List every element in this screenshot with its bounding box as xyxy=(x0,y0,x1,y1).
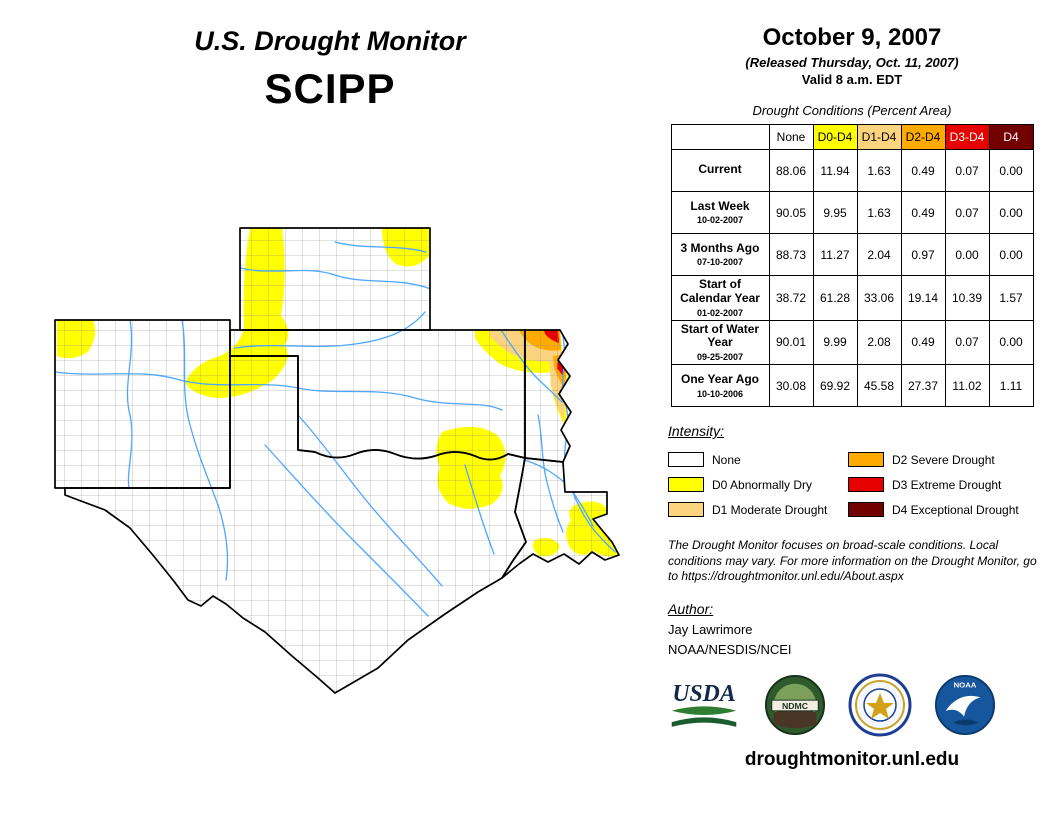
cell-value: 38.72 xyxy=(768,275,814,321)
col-header-d3-d4: D3-D4 xyxy=(944,124,990,150)
date-block: October 9, 2007 (Released Thursday, Oct.… xyxy=(662,24,1042,87)
svg-text:USDA: USDA xyxy=(672,681,735,707)
cell-value: 0.00 xyxy=(944,233,990,276)
d2-swatch xyxy=(848,452,884,468)
svg-text:NDMC: NDMC xyxy=(782,701,809,711)
col-header-none: None xyxy=(768,124,814,150)
cell-value: 0.49 xyxy=(900,319,946,366)
svg-text:NOAA: NOAA xyxy=(954,681,977,690)
cell-value: 0.00 xyxy=(988,149,1034,192)
cell-value: 2.08 xyxy=(856,319,902,366)
table-row: Current 88.06 11.94 1.63 0.49 0.07 0.00 xyxy=(670,149,1034,192)
commerce-seal-logo xyxy=(848,673,912,737)
cell-value: 19.14 xyxy=(900,275,946,321)
usda-logo: USDA xyxy=(671,681,737,727)
cell-value: 11.94 xyxy=(812,149,858,192)
right-column: October 9, 2007 (Released Thursday, Oct.… xyxy=(662,24,1042,771)
cell-value: 0.00 xyxy=(988,319,1034,366)
page-title: U.S. Drought Monitor xyxy=(194,26,466,56)
cell-value: 0.07 xyxy=(944,319,990,366)
cell-value: 0.97 xyxy=(900,233,946,276)
row-label: Start of Calendar Year 01-02-2007 xyxy=(670,275,770,321)
cell-value: 9.95 xyxy=(812,191,858,234)
cell-value: 11.02 xyxy=(944,364,990,408)
region-title: SCIPP xyxy=(264,65,396,112)
table-row: Last Week 10-02-2007 90.05 9.95 1.63 0.4… xyxy=(670,191,1034,234)
cell-value: 10.39 xyxy=(944,275,990,321)
cell-value: 1.63 xyxy=(856,149,902,192)
row-label: One Year Ago 10-10-2006 xyxy=(670,364,770,408)
cell-value: 45.58 xyxy=(856,364,902,408)
author-org: NOAA/NESDIS/NCEI xyxy=(668,641,792,657)
cell-value: 88.06 xyxy=(768,149,814,192)
none-swatch xyxy=(668,452,704,468)
col-header-d2-d4: D2-D4 xyxy=(900,124,946,150)
legend-item-d4: D4 Exceptional Drought xyxy=(848,497,1042,522)
cell-value: 90.01 xyxy=(768,319,814,366)
drought-map-svg xyxy=(54,227,620,694)
cell-value: 0.07 xyxy=(944,191,990,234)
cell-value: 88.73 xyxy=(768,233,814,276)
county-grid xyxy=(55,228,619,693)
author-name: Jay Lawrimore xyxy=(668,621,753,637)
cell-value: 0.49 xyxy=(900,191,946,234)
col-header-d1-d4: D1-D4 xyxy=(856,124,902,150)
ndmc-logo: NDMC xyxy=(764,674,826,735)
legend-item-d0: D0 Abnormally Dry xyxy=(668,472,848,497)
table-row: One Year Ago 10-10-2006 30.08 69.92 45.5… xyxy=(670,364,1034,408)
cell-value: 1.11 xyxy=(988,364,1034,408)
row-label: Last Week 10-02-2007 xyxy=(670,191,770,234)
logo-row: USDA NDMC NOAA xyxy=(666,673,1042,737)
intensity-legend: Intensity: None D0 Abnormally Dry D1 Mod… xyxy=(662,423,1042,522)
table-row: Start of Calendar Year 01-02-2007 38.72 … xyxy=(670,275,1034,321)
release-date: (Released Thursday, Oct. 11, 2007) xyxy=(745,55,959,70)
d1-swatch xyxy=(668,502,704,518)
table-corner-cell xyxy=(670,124,770,150)
cell-value: 1.63 xyxy=(856,191,902,234)
disclaimer-text: The Drought Monitor focuses on broad-sca… xyxy=(668,538,1037,584)
col-header-d4: D4 xyxy=(988,124,1034,150)
legend-heading: Intensity: xyxy=(668,423,725,440)
map-date: October 9, 2007 xyxy=(762,24,942,51)
cell-value: 0.00 xyxy=(988,233,1034,276)
cell-value: 0.00 xyxy=(988,191,1034,234)
cell-value: 0.49 xyxy=(900,149,946,192)
title-block: U.S. Drought Monitor SCIPP xyxy=(110,26,550,113)
cell-value: 11.27 xyxy=(812,233,858,276)
row-label: Current xyxy=(670,149,770,192)
footer-url: droughtmonitor.unl.edu xyxy=(744,748,960,770)
row-label: 3 Months Ago 07-10-2007 xyxy=(670,233,770,276)
cell-value: 30.08 xyxy=(768,364,814,408)
row-label: Start of Water Year 09-25-2007 xyxy=(670,319,770,366)
author-block: Author: Jay Lawrimore NOAA/NESDIS/NCEI xyxy=(668,601,1042,657)
d3-swatch xyxy=(848,477,884,493)
table-row: 3 Months Ago 07-10-2007 88.73 11.27 2.04… xyxy=(670,233,1034,276)
cell-value: 9.99 xyxy=(812,319,858,366)
table-caption: Drought Conditions (Percent Area) xyxy=(752,103,952,118)
cell-value: 1.57 xyxy=(988,275,1034,321)
d4-swatch xyxy=(848,502,884,518)
drought-map xyxy=(30,210,670,710)
cell-value: 33.06 xyxy=(856,275,902,321)
table-header-row: None D0-D4 D1-D4 D2-D4 D3-D4 D4 xyxy=(670,124,1034,150)
valid-time: Valid 8 a.m. EDT xyxy=(801,72,903,87)
cell-value: 69.92 xyxy=(812,364,858,408)
legend-item-d3: D3 Extreme Drought xyxy=(848,472,1042,497)
cell-value: 27.37 xyxy=(900,364,946,408)
cell-value: 2.04 xyxy=(856,233,902,276)
col-header-d0-d4: D0-D4 xyxy=(812,124,858,150)
d0-swatch xyxy=(668,477,704,493)
noaa-logo: NOAA xyxy=(934,674,996,735)
legend-item-none: None xyxy=(668,447,848,472)
legend-item-d1: D1 Moderate Drought xyxy=(668,497,848,522)
table-row: Start of Water Year 09-25-2007 90.01 9.9… xyxy=(670,319,1034,366)
cell-value: 61.28 xyxy=(812,275,858,321)
cell-value: 0.07 xyxy=(944,149,990,192)
drought-conditions-table: None D0-D4 D1-D4 D2-D4 D3-D4 D4 Current … xyxy=(670,124,1034,408)
cell-value: 90.05 xyxy=(768,191,814,234)
author-heading: Author: xyxy=(668,600,714,617)
legend-item-d2: D2 Severe Drought xyxy=(848,447,1042,472)
